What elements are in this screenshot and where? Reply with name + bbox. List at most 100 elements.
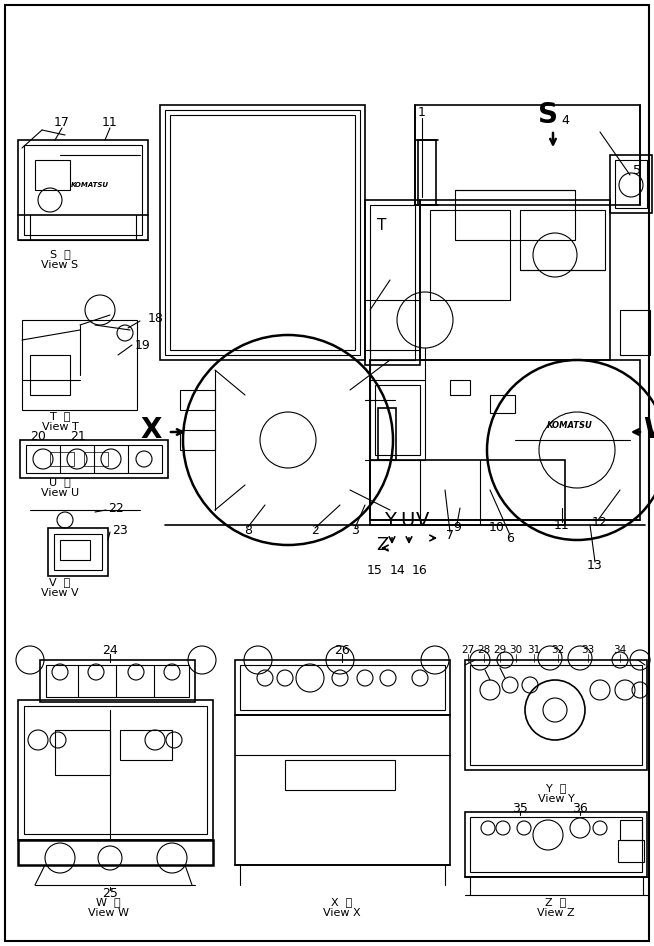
Text: 2: 2: [311, 523, 319, 536]
Bar: [50, 452, 74, 466]
Bar: [285, 760, 395, 790]
Bar: [160, 105, 365, 360]
Text: 29: 29: [493, 645, 507, 655]
Bar: [170, 115, 355, 350]
Text: View Z: View Z: [537, 908, 575, 918]
Text: U: U: [400, 511, 414, 530]
Text: View Y: View Y: [538, 794, 574, 804]
Text: 22: 22: [108, 501, 124, 515]
Bar: [465, 660, 647, 770]
Bar: [235, 715, 450, 865]
Text: 14: 14: [390, 564, 406, 576]
Bar: [490, 395, 515, 413]
Text: 26: 26: [334, 643, 350, 657]
Text: 31: 31: [527, 645, 541, 655]
Text: 10: 10: [489, 520, 505, 534]
Bar: [18, 840, 213, 865]
Bar: [40, 660, 195, 702]
Text: 11: 11: [102, 115, 118, 129]
Text: View V: View V: [41, 588, 79, 598]
Text: 18: 18: [148, 311, 164, 324]
Text: 11: 11: [554, 518, 570, 532]
Bar: [415, 105, 640, 205]
Bar: [610, 155, 652, 213]
Bar: [26, 445, 162, 473]
Text: X  視: X 視: [332, 897, 353, 907]
Text: 8: 8: [244, 523, 252, 536]
Bar: [20, 440, 168, 478]
Text: 20: 20: [30, 429, 46, 443]
Text: 3: 3: [351, 523, 359, 536]
Text: S  視: S 視: [50, 249, 71, 259]
Text: V: V: [417, 511, 430, 530]
Bar: [618, 840, 644, 862]
Bar: [370, 380, 425, 460]
Text: W: W: [643, 416, 654, 444]
Text: V  視: V 視: [49, 577, 71, 587]
Bar: [18, 140, 148, 240]
Text: View U: View U: [41, 488, 79, 498]
Bar: [375, 385, 420, 455]
Bar: [365, 200, 420, 365]
Text: 35: 35: [512, 801, 528, 815]
Bar: [18, 700, 213, 840]
Text: S: S: [538, 101, 558, 129]
Bar: [370, 360, 640, 520]
Bar: [54, 534, 102, 570]
Bar: [520, 210, 605, 270]
Bar: [24, 145, 142, 235]
Text: 23: 23: [112, 523, 128, 536]
Text: T: T: [377, 218, 387, 233]
Bar: [420, 200, 610, 360]
Bar: [22, 320, 137, 410]
Bar: [55, 730, 110, 775]
Text: 30: 30: [509, 645, 523, 655]
Text: View X: View X: [323, 908, 361, 918]
Bar: [455, 190, 575, 240]
Bar: [470, 817, 642, 872]
Text: View T: View T: [42, 422, 78, 432]
Bar: [180, 430, 215, 450]
Text: 15: 15: [367, 564, 383, 576]
Bar: [615, 160, 647, 208]
Bar: [450, 380, 470, 395]
Text: U  視: U 視: [49, 477, 71, 487]
Bar: [24, 706, 207, 834]
Bar: [620, 820, 642, 840]
Text: 17: 17: [54, 115, 70, 129]
Text: W  視: W 視: [95, 897, 120, 907]
Bar: [46, 665, 189, 697]
Text: T  視: T 視: [50, 411, 70, 421]
Bar: [418, 140, 436, 205]
Text: 21: 21: [70, 429, 86, 443]
Text: 32: 32: [551, 645, 564, 655]
Text: KOMATSU: KOMATSU: [71, 182, 109, 188]
Text: Y  視: Y 視: [546, 783, 566, 793]
Text: 9: 9: [453, 520, 461, 534]
Text: 36: 36: [572, 801, 588, 815]
Text: Z  視: Z 視: [545, 897, 566, 907]
Bar: [35, 160, 70, 190]
Bar: [48, 528, 108, 576]
Bar: [620, 310, 650, 355]
Text: 13: 13: [587, 558, 603, 571]
Bar: [180, 390, 215, 410]
Text: 5: 5: [633, 164, 641, 177]
Bar: [120, 730, 172, 760]
Text: 4: 4: [561, 114, 569, 127]
Bar: [370, 460, 565, 525]
Text: 16: 16: [412, 564, 428, 576]
Bar: [240, 665, 445, 710]
Text: 6: 6: [506, 532, 514, 545]
Text: View S: View S: [41, 260, 78, 270]
Text: View W: View W: [88, 908, 128, 918]
Text: 25: 25: [102, 886, 118, 900]
Bar: [60, 540, 90, 560]
Bar: [30, 355, 70, 395]
Text: 19: 19: [135, 339, 151, 352]
Bar: [235, 660, 450, 715]
Text: 1: 1: [418, 106, 426, 118]
Text: 34: 34: [613, 645, 627, 655]
Text: 28: 28: [477, 645, 490, 655]
Text: KOMATSU: KOMATSU: [547, 421, 593, 429]
